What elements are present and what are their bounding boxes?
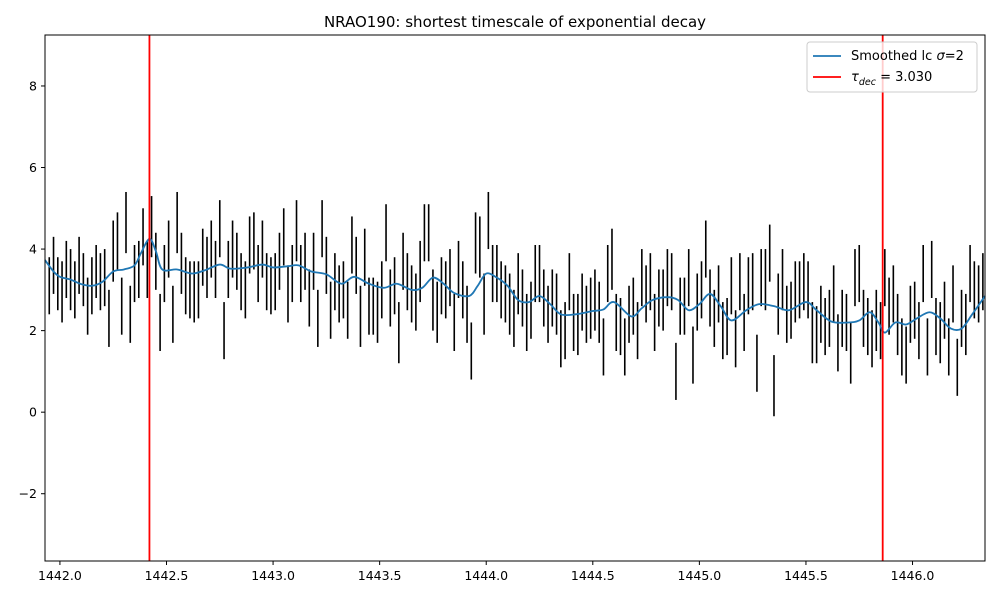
y-tick-label: 2 [29,323,37,338]
x-tick-label: 1443.0 [251,568,295,583]
plot-area-frame [44,34,986,562]
vertical-line-layer [148,35,884,561]
x-tick-label: 1443.5 [358,568,402,583]
x-tick-label: 1442.5 [145,568,189,583]
x-tick-label: 1445.0 [678,568,722,583]
y-tick-label: 8 [29,78,37,93]
smoothed-light-curve [44,237,986,334]
x-axis-ticks: 1442.0 1442.5 1443.0 1443.5 1444.0 1444.5 1445… [38,561,934,583]
x-tick-label: 1445.5 [784,568,828,583]
y-axis-ticks: −2 0 2 4 6 8 [19,78,45,501]
x-tick-label: 1444.0 [464,568,508,583]
smoothed-line-layer [44,237,986,334]
legend-label-smoothed: Smoothed lc σ=2 [851,49,964,64]
legend: Smoothed lc σ=2 τdec = 3.030 [806,41,978,93]
chart-title: NRAO190: shortest timescale of exponenti… [324,13,706,31]
y-tick-label: 6 [29,160,37,175]
y-tick-label: 0 [29,405,37,420]
y-tick-label: 4 [29,242,37,257]
errorbar-layer [48,191,984,417]
x-tick-label: 1442.0 [38,568,82,583]
x-tick-label: 1446.0 [891,568,935,583]
y-tick-label: −2 [19,486,37,501]
legend-box [806,41,978,93]
legend-label-tau: τdec = 3.030 [851,70,932,88]
x-tick-label: 1444.5 [571,568,615,583]
